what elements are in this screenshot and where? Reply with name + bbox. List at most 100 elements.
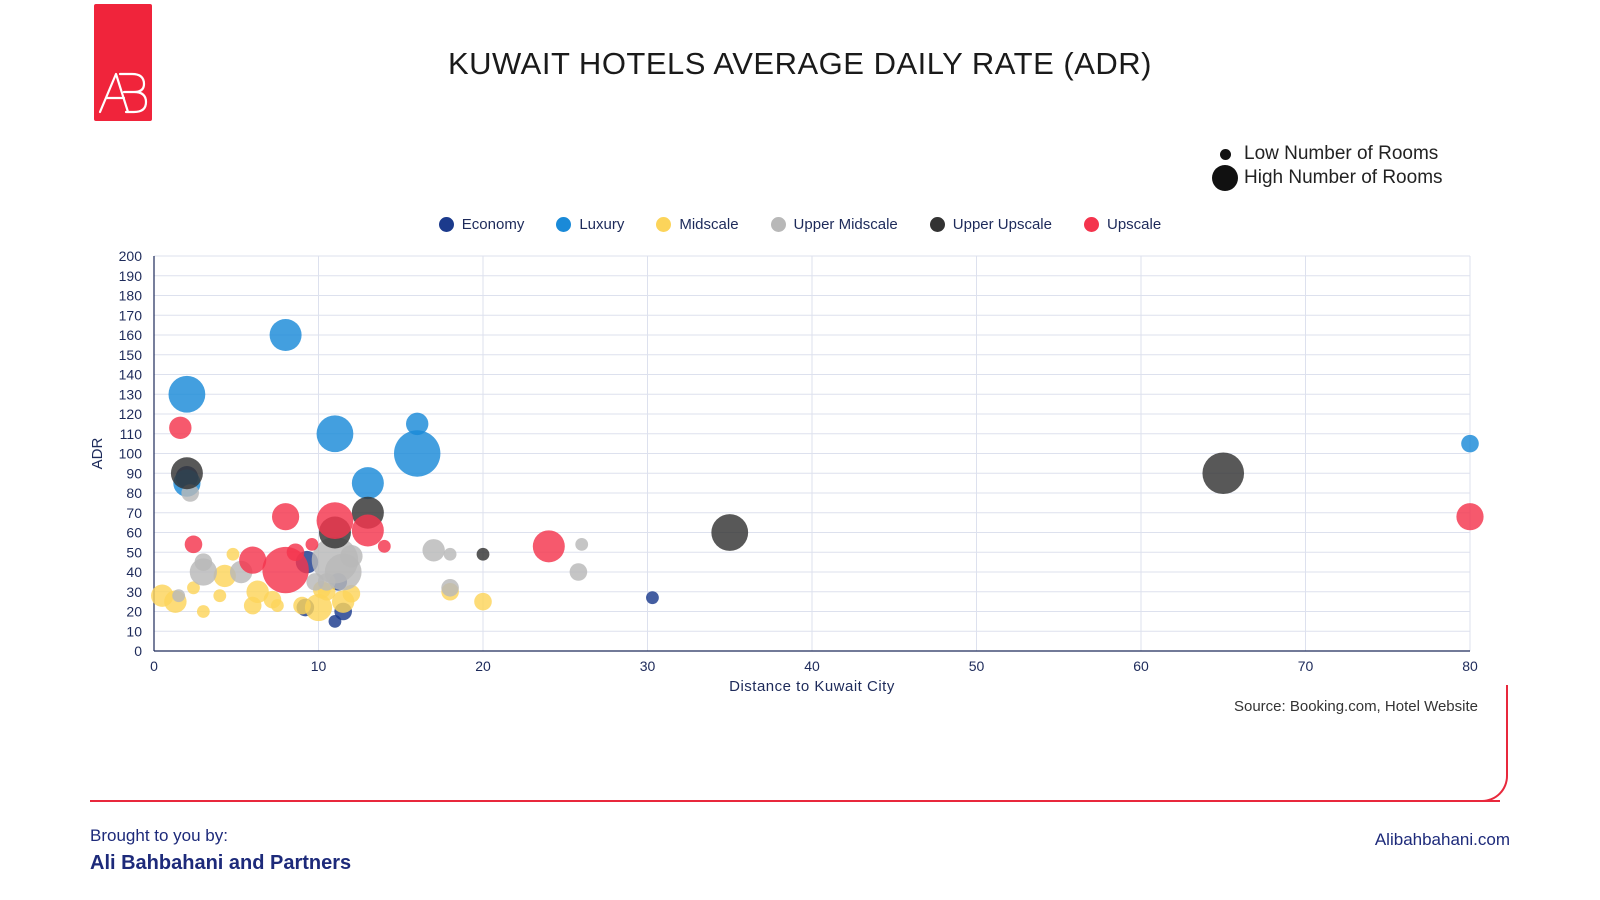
legend-label: Midscale <box>679 216 739 233</box>
legend-dot-icon <box>656 217 672 232</box>
ab-monogram-icon <box>98 72 148 114</box>
bubble-point <box>286 543 305 562</box>
y-tick-label: 190 <box>119 268 143 284</box>
size-legend-low-label: Low Number of Rooms <box>1244 143 1439 164</box>
y-tick-label: 110 <box>120 426 143 442</box>
y-tick-label: 70 <box>126 505 142 521</box>
footer-company: Ali Bahbahani and Partners <box>90 852 352 874</box>
bubble-point <box>270 599 284 612</box>
bubble-point <box>169 416 192 440</box>
brand-logo <box>94 4 152 121</box>
bubble-point <box>646 591 659 605</box>
bubble-point <box>194 553 213 571</box>
frame-corner <box>1478 685 1508 802</box>
legend-dot-icon <box>770 217 786 232</box>
y-tick-label: 130 <box>119 386 143 402</box>
x-tick-label: 30 <box>640 658 656 674</box>
bubble-point <box>304 593 333 622</box>
legend-label: Economy <box>461 216 525 233</box>
y-tick-label: 0 <box>134 643 142 659</box>
bubble-point <box>328 614 342 628</box>
y-tick-label: 170 <box>119 307 143 323</box>
x-tick-label: 20 <box>475 658 491 674</box>
y-tick-label: 60 <box>126 525 142 541</box>
legend-dot-icon <box>556 217 572 232</box>
bubble-point <box>1456 503 1484 531</box>
y-tick-label: 200 <box>119 248 143 264</box>
footer-credit: Brought to you by: Ali Bahbahani and Par… <box>90 826 351 875</box>
series-luxury <box>168 319 1479 500</box>
bubble-point <box>443 547 457 561</box>
size-legend: Low Number of Rooms High Number of Rooms <box>1210 142 1443 191</box>
chart-title: KUWAIT HOTELS AVERAGE DAILY RATE (ADR) <box>447 46 1152 81</box>
legend-label: Upper Midscale <box>793 216 898 233</box>
bubble-point <box>476 547 490 561</box>
legend-item: Midscale <box>656 216 739 233</box>
y-tick-label: 10 <box>126 623 142 639</box>
bubble-point <box>377 539 391 553</box>
y-tick-label: 140 <box>119 367 143 383</box>
x-tick-label: 60 <box>1133 658 1149 674</box>
legend-item: Upper Upscale <box>929 216 1052 233</box>
bubble-point <box>172 589 186 603</box>
bubble-point <box>532 530 565 563</box>
bubble-point <box>316 415 354 453</box>
y-tick-label: 40 <box>126 564 142 580</box>
x-tick-label: 10 <box>311 658 327 674</box>
legend-label: Upscale <box>1106 216 1162 233</box>
bubble-point <box>441 579 459 597</box>
bubble-point <box>351 514 384 547</box>
x-tick-label: 0 <box>150 658 158 674</box>
legend-dot-icon <box>929 217 945 232</box>
size-legend-low: Low Number of Rooms <box>1210 142 1443 166</box>
bubble-chart: 0102030405060708090100110120130140150160… <box>89 248 1484 695</box>
y-tick-label: 80 <box>126 485 142 501</box>
footer-intro: Brought to you by: <box>90 826 228 845</box>
x-tick-label: 70 <box>1298 658 1314 674</box>
x-tick-label: 40 <box>804 658 820 674</box>
source-note: Source: Booking.com, Hotel Website <box>1233 698 1478 715</box>
y-axis-label: ADR <box>89 437 106 469</box>
y-tick-label: 150 <box>119 347 143 363</box>
bubble-point <box>246 580 269 603</box>
bubble-point <box>575 537 589 551</box>
legend-item: Luxury <box>556 216 624 233</box>
bubble-point <box>170 457 203 490</box>
y-tick-label: 20 <box>126 604 142 620</box>
bubble-point <box>569 563 588 581</box>
large-dot-icon <box>1212 165 1238 191</box>
category-legend: Economy Luxury Midscale Upper Midscale Upper… <box>0 216 1600 233</box>
bubble-point <box>394 430 441 477</box>
bubble-point <box>422 539 445 562</box>
bubble-point <box>239 546 267 574</box>
legend-label: Luxury <box>579 216 625 233</box>
series-upscale <box>169 416 1484 594</box>
y-tick-label: 30 <box>126 584 142 600</box>
y-tick-label: 50 <box>126 544 142 560</box>
bubble-point <box>406 412 429 436</box>
bubble-point <box>269 319 302 351</box>
bubble-point <box>711 514 749 551</box>
y-tick-label: 90 <box>126 465 142 481</box>
legend-dot-icon <box>438 217 454 232</box>
y-tick-label: 160 <box>119 327 143 343</box>
bubble-point <box>168 375 206 413</box>
legend-item: Upscale <box>1083 216 1162 233</box>
bubble-point <box>1202 452 1245 495</box>
x-tick-label: 50 <box>969 658 985 674</box>
y-tick-label: 100 <box>119 446 143 462</box>
bubble-point <box>184 535 203 554</box>
footer-website-link[interactable]: Alibahbahani.com <box>1374 830 1510 849</box>
series-upper-midscale <box>172 484 589 603</box>
bubble-point <box>272 503 300 531</box>
bubble-point <box>213 589 227 603</box>
bubble-point <box>351 467 384 500</box>
bubble-point <box>474 592 492 611</box>
bubble-point <box>340 545 363 568</box>
footer-divider <box>90 800 1500 802</box>
bubble-point <box>187 581 200 595</box>
bubble-point <box>196 605 210 618</box>
legend-dot-icon <box>1083 217 1099 232</box>
size-legend-high: High Number of Rooms <box>1210 165 1443 191</box>
size-legend-high-label: High Number of Rooms <box>1244 167 1443 188</box>
